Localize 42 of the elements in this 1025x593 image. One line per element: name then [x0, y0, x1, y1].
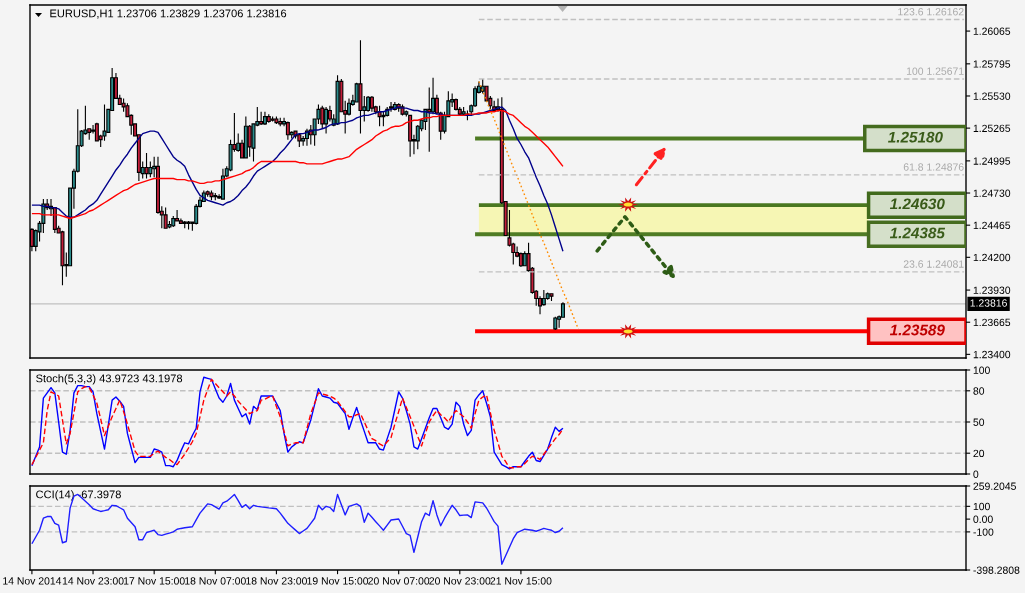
x-tick-label: 14 Nov 23:00 — [62, 577, 124, 585]
y-tick-label: 0 — [973, 470, 979, 478]
series-label: 1.24630 — [889, 198, 945, 210]
y-tick-label: 1.24200 — [973, 253, 1011, 262]
x-tick-label: 20 Nov 07:00 — [368, 577, 430, 585]
y-tick-label: 80 — [973, 387, 985, 395]
series-label: 23.6 1.24081 — [903, 260, 964, 268]
series-label: 1.24385 — [889, 227, 946, 239]
y-tick-label: 1.24995 — [973, 157, 1011, 165]
series-label: 61.8 1.24876 — [903, 163, 964, 171]
x-tick-label: 18 Nov 07:00 — [185, 577, 246, 585]
x-tick-label: 19 Nov 15:00 — [307, 577, 369, 585]
ref-line-label: 1.23816 — [970, 299, 1007, 307]
y-tick-label: 0.00 — [973, 515, 993, 523]
x-tick-label: 17 Nov 15:00 — [123, 577, 185, 585]
x-tick-label: 21 Nov 15:00 — [490, 577, 552, 585]
y-tick-label: 1.25530 — [973, 92, 1011, 100]
y-tick-label: 1.24465 — [973, 221, 1011, 230]
series-label: 1.25180 — [888, 131, 943, 143]
y-tick-label: 1.24730 — [973, 189, 1011, 197]
x-tick-label: 18 Nov 23:00 — [246, 577, 307, 585]
chart-title: Stoch(5,3,3) 43.9723 43.1978 — [36, 374, 183, 385]
y-tick-label: 20 — [973, 449, 985, 458]
x-tick-label: 20 Nov 23:00 — [429, 577, 491, 585]
y-tick-label: 100 — [973, 502, 990, 511]
y-tick-label: 1.26065 — [973, 27, 1011, 35]
y-tick-label: 1.23400 — [973, 350, 1011, 359]
chart-title: EURUSD,H1 1.23706 1.23829 1.23706 1.23816 — [50, 9, 287, 19]
series-label: 123.6 1.26162 — [898, 8, 964, 16]
x-tick-label: 14 Nov 2014 — [3, 577, 62, 585]
y-tick-label: 50 — [973, 418, 985, 426]
y-tick-label: -100 — [973, 528, 994, 536]
y-tick-label: 1.23930 — [973, 286, 1011, 294]
series-label: 100 1.25671 — [906, 67, 964, 75]
series-label: 1.23589 — [889, 324, 945, 336]
y-tick-label: 1.23665 — [973, 318, 1011, 327]
chart-title: CCI(14) -67.3978 — [36, 490, 121, 501]
y-tick-label: -398.2808 — [973, 566, 1020, 574]
y-tick-label: 259.2045 — [973, 482, 1016, 490]
y-tick-label: 100 — [973, 366, 990, 374]
y-tick-label: 1.25795 — [973, 60, 1011, 68]
y-tick-label: 1.25265 — [973, 124, 1011, 132]
